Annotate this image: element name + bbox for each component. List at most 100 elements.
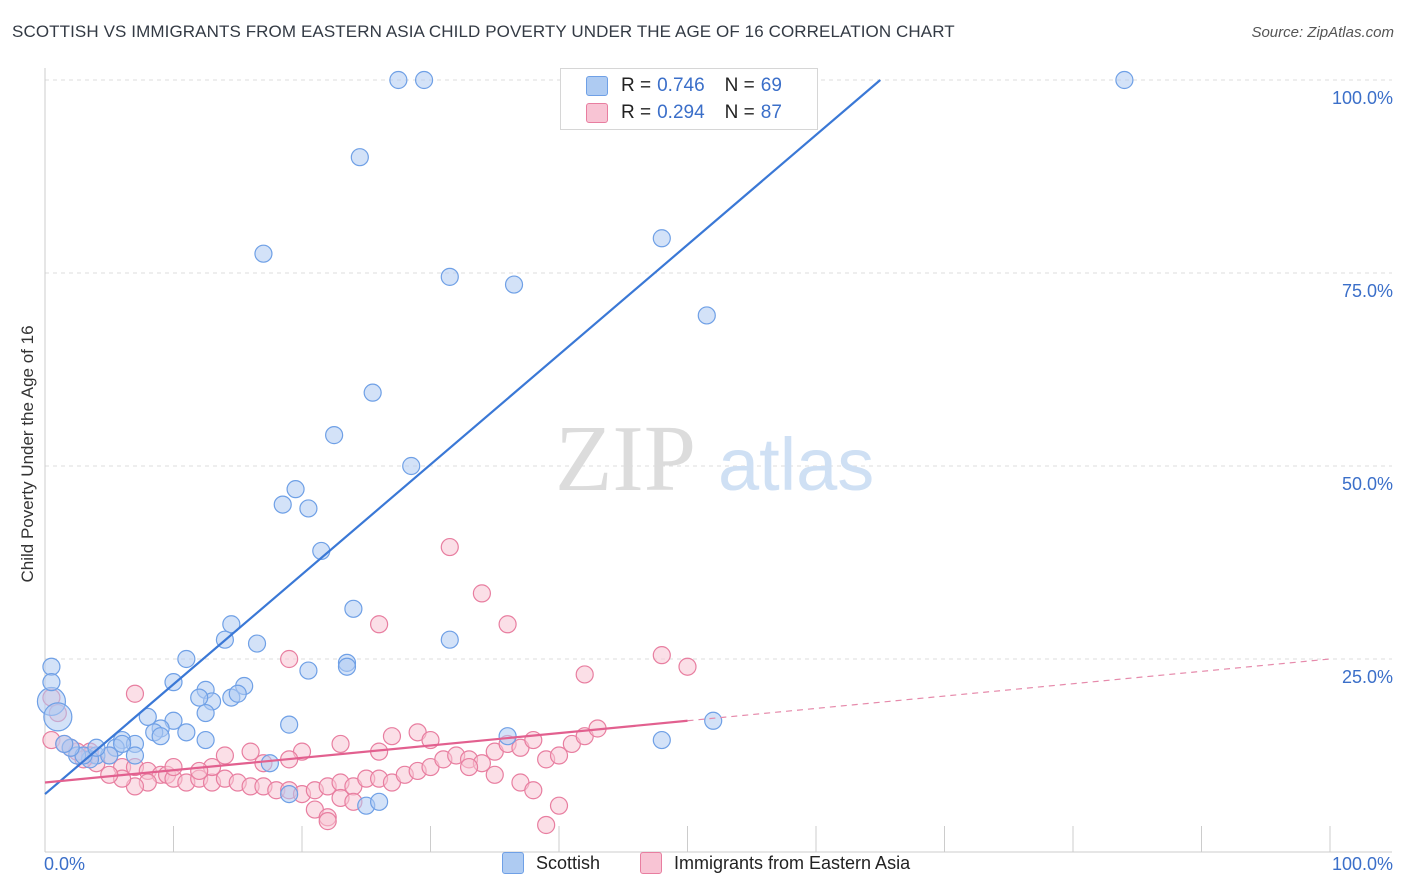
immigrants-point bbox=[652, 646, 671, 665]
y-tick-label: 50.0% bbox=[1342, 474, 1393, 494]
immigrants-point bbox=[190, 761, 209, 781]
x-tick-label: 100.0% bbox=[1332, 854, 1393, 874]
immigrants-point bbox=[498, 615, 517, 634]
immigrants-point bbox=[575, 665, 594, 684]
legend-r-value: 0.746 bbox=[657, 75, 705, 96]
scottish-trend-line bbox=[44, 79, 881, 795]
scottish-point bbox=[389, 70, 408, 90]
legend-n-label: N = bbox=[724, 75, 755, 96]
immigrants-point bbox=[280, 649, 299, 669]
scottish-point bbox=[440, 267, 459, 286]
legend-row-scottish: R = 0.746 N = 69 bbox=[586, 73, 782, 99]
legend-r-label: R = bbox=[621, 102, 652, 123]
legend: R = 0.746 N = 69 R = 0.294 N = 87 bbox=[560, 68, 818, 130]
scottish-point bbox=[370, 792, 389, 811]
chart-title: SCOTTISH VS IMMIGRANTS FROM EASTERN ASIA… bbox=[12, 22, 955, 41]
immigrants-point bbox=[549, 796, 569, 815]
scottish-point bbox=[138, 707, 157, 727]
immigrants-point bbox=[524, 781, 543, 800]
immigrants-point bbox=[459, 757, 479, 777]
scottish-point bbox=[222, 615, 241, 634]
legend-n-label: N = bbox=[724, 102, 755, 123]
scottish-point bbox=[151, 727, 170, 746]
immigrants-point bbox=[382, 727, 402, 746]
scottish-point bbox=[177, 723, 196, 742]
scottish-point bbox=[190, 688, 209, 707]
scottish-point bbox=[280, 715, 299, 734]
scottish-point bbox=[42, 657, 61, 676]
legend-swatch-scottish bbox=[586, 76, 608, 96]
legend-n-value: 69 bbox=[760, 75, 782, 96]
grid-lines bbox=[45, 79, 1392, 660]
scottish-point bbox=[286, 480, 305, 499]
scottish-point bbox=[414, 70, 434, 90]
scottish-point bbox=[504, 275, 524, 294]
scottish-point bbox=[299, 661, 318, 680]
legend-swatch-immigrants bbox=[586, 103, 608, 123]
series-scottish-points bbox=[36, 70, 1134, 815]
scottish-point bbox=[363, 383, 382, 402]
immigrants-point bbox=[678, 657, 697, 676]
bottom-legend-scottish: Scottish bbox=[502, 852, 600, 874]
scottish-point bbox=[55, 734, 74, 754]
watermark-atlas: atlas bbox=[718, 423, 874, 506]
immigrants-point bbox=[164, 757, 183, 777]
immigrants-point bbox=[472, 584, 491, 603]
legend-r-label: R = bbox=[621, 75, 652, 96]
immigrants-point bbox=[215, 746, 234, 765]
x-tick-label: 0.0% bbox=[44, 854, 85, 874]
bottom-legend-immigrants: Immigrants from Eastern Asia bbox=[640, 852, 910, 874]
scottish-point bbox=[337, 657, 357, 676]
scottish-point bbox=[402, 456, 421, 476]
scottish-point bbox=[1115, 70, 1134, 90]
immigrants-point bbox=[440, 537, 459, 557]
scottish-point bbox=[43, 702, 73, 732]
immigrants-point bbox=[241, 742, 260, 761]
trend-lines bbox=[44, 79, 1331, 795]
legend-r-value: 0.294 bbox=[657, 102, 705, 123]
legend-n-value: 87 bbox=[760, 102, 782, 123]
scottish-point bbox=[196, 703, 215, 723]
immigrants-point bbox=[370, 615, 389, 634]
scottish-point bbox=[164, 673, 183, 692]
scottish-point bbox=[325, 426, 344, 445]
legend-row-immigrants: R = 0.294 N = 87 bbox=[586, 100, 782, 126]
scottish-point bbox=[247, 634, 267, 653]
scottish-point bbox=[350, 148, 369, 167]
scottish-point bbox=[440, 630, 459, 649]
bottom-legend-swatch-scottish bbox=[502, 852, 524, 874]
immigrants-point bbox=[331, 734, 350, 754]
bottom-legend-label-scottish: Scottish bbox=[536, 852, 601, 873]
scottish-point bbox=[125, 746, 145, 765]
y-tick-label: 25.0% bbox=[1342, 667, 1393, 687]
scottish-point bbox=[280, 784, 299, 804]
immigrants-trend-extension bbox=[687, 658, 1331, 722]
bottom-legend-swatch-immigrants bbox=[640, 852, 662, 874]
immigrants-trend-line bbox=[44, 719, 688, 784]
axes bbox=[44, 68, 1392, 853]
immigrants-point bbox=[485, 765, 504, 784]
scottish-point bbox=[704, 711, 723, 730]
immigrants-point bbox=[537, 815, 556, 835]
scottish-point bbox=[273, 495, 292, 514]
scottish-point bbox=[498, 727, 517, 746]
scottish-point bbox=[260, 754, 279, 773]
scottish-point bbox=[344, 599, 363, 618]
immigrants-point bbox=[549, 746, 569, 765]
bottom-legend: Scottish Immigrants from Eastern Asia bbox=[0, 852, 1406, 878]
scottish-point bbox=[652, 229, 671, 248]
watermark-zip: ZIP bbox=[555, 407, 696, 511]
scottish-point bbox=[697, 306, 716, 325]
scottish-point bbox=[42, 673, 61, 692]
scottish-point bbox=[112, 734, 132, 754]
scottish-point bbox=[652, 730, 671, 750]
scottish-point bbox=[254, 244, 273, 263]
y-tick-label: 75.0% bbox=[1342, 281, 1393, 301]
y-axis-label: Child Poverty Under the Age of 16 bbox=[18, 325, 37, 583]
y-tick-label: 100.0% bbox=[1332, 88, 1393, 108]
scottish-point bbox=[177, 649, 196, 669]
scottish-point bbox=[228, 684, 247, 703]
source-credit: Source: ZipAtlas.com bbox=[1251, 24, 1394, 41]
immigrants-point bbox=[318, 812, 337, 831]
